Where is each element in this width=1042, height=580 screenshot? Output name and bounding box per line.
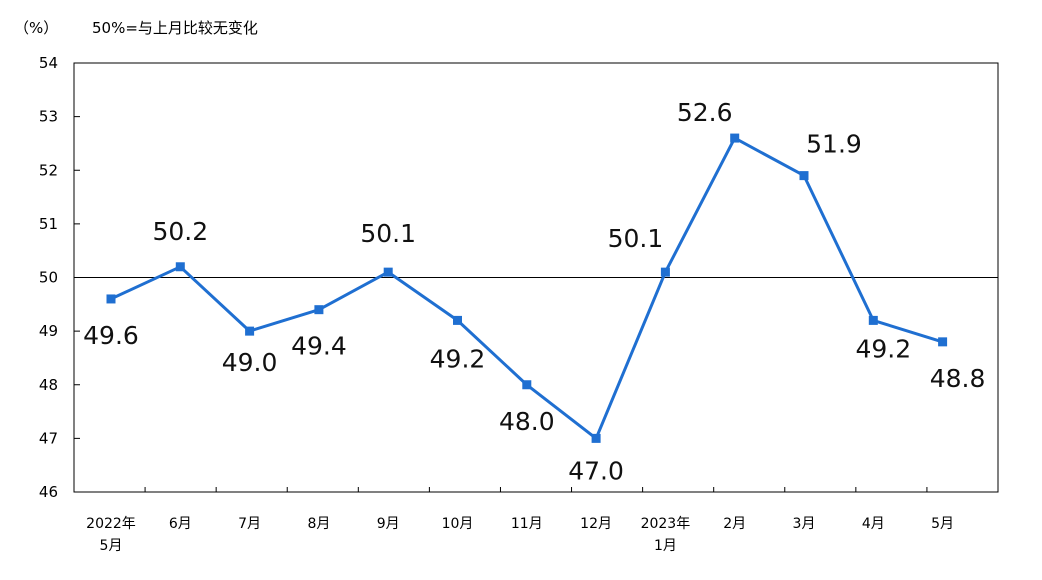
y-tick-label: 52	[39, 161, 58, 179]
y-tick-label: 49	[39, 322, 58, 340]
chart-note: 50%=与上月比较无变化	[92, 19, 258, 37]
data-point	[660, 267, 670, 277]
data-point	[522, 380, 532, 390]
data-label: 49.4	[291, 332, 347, 361]
y-tick-label: 48	[39, 376, 58, 394]
series-markers	[106, 133, 948, 443]
x-tick-label: 5月	[100, 538, 123, 554]
data-label: 50.2	[152, 217, 208, 246]
data-label: 49.2	[855, 334, 911, 363]
data-label: 52.6	[677, 98, 733, 127]
data-point	[938, 337, 948, 347]
x-tick-label: 12月	[580, 516, 612, 532]
data-point	[245, 326, 255, 336]
x-axis: 2022年 5月 6月 7月 8月 9月 10月 11月 12月 2023年 1月 2月 3月 4月 5月	[73, 487, 999, 554]
data-label: 50.1	[608, 224, 664, 253]
data-point	[314, 305, 324, 315]
y-tick-label: 51	[39, 215, 58, 233]
x-tick-label: 10月	[442, 516, 474, 532]
data-point	[868, 315, 878, 325]
y-unit-label: （%）	[14, 19, 58, 37]
y-tick-label: 46	[39, 483, 58, 501]
data-point	[175, 262, 185, 272]
x-tick-label: 8月	[307, 516, 330, 532]
data-point	[799, 171, 809, 181]
x-tick-label: 4月	[862, 516, 885, 532]
data-label: 51.9	[806, 130, 862, 159]
x-tick-label: 5月	[931, 516, 954, 532]
y-tick-label: 50	[39, 269, 58, 287]
data-point	[106, 294, 116, 304]
data-label: 47.0	[568, 456, 624, 485]
x-tick-label: 9月	[377, 516, 400, 532]
data-point	[591, 433, 601, 443]
data-label: 48.8	[930, 364, 986, 393]
x-tick-label: 2月	[723, 516, 746, 532]
x-tick-label: 7月	[238, 516, 261, 532]
y-axis: 46 47 48 49 50 51 52 53 54	[39, 54, 80, 501]
data-labels: 49.6 50.2 49.0 49.4 50.1 49.2 48.0 47.0 50.1 52.6…	[83, 98, 985, 485]
data-label: 50.1	[360, 219, 416, 248]
x-tick-label: 11月	[511, 516, 543, 532]
x-tick-label: 6月	[169, 516, 192, 532]
x-tick-label: 2023年	[641, 516, 691, 532]
x-tick-label: 3月	[793, 516, 816, 532]
data-label: 48.0	[499, 407, 555, 436]
data-label: 49.6	[83, 321, 139, 350]
y-tick-label: 53	[39, 108, 58, 126]
data-label: 49.0	[222, 348, 278, 377]
x-tick-label: 2022年	[86, 516, 136, 532]
data-point	[730, 133, 740, 143]
y-tick-label: 47	[39, 429, 58, 447]
data-label: 49.2	[430, 344, 486, 373]
data-point	[453, 315, 462, 325]
series-line	[110, 136, 944, 440]
y-tick-label: 54	[39, 54, 58, 72]
data-point	[383, 267, 393, 277]
x-tick-label: 1月	[654, 538, 677, 554]
